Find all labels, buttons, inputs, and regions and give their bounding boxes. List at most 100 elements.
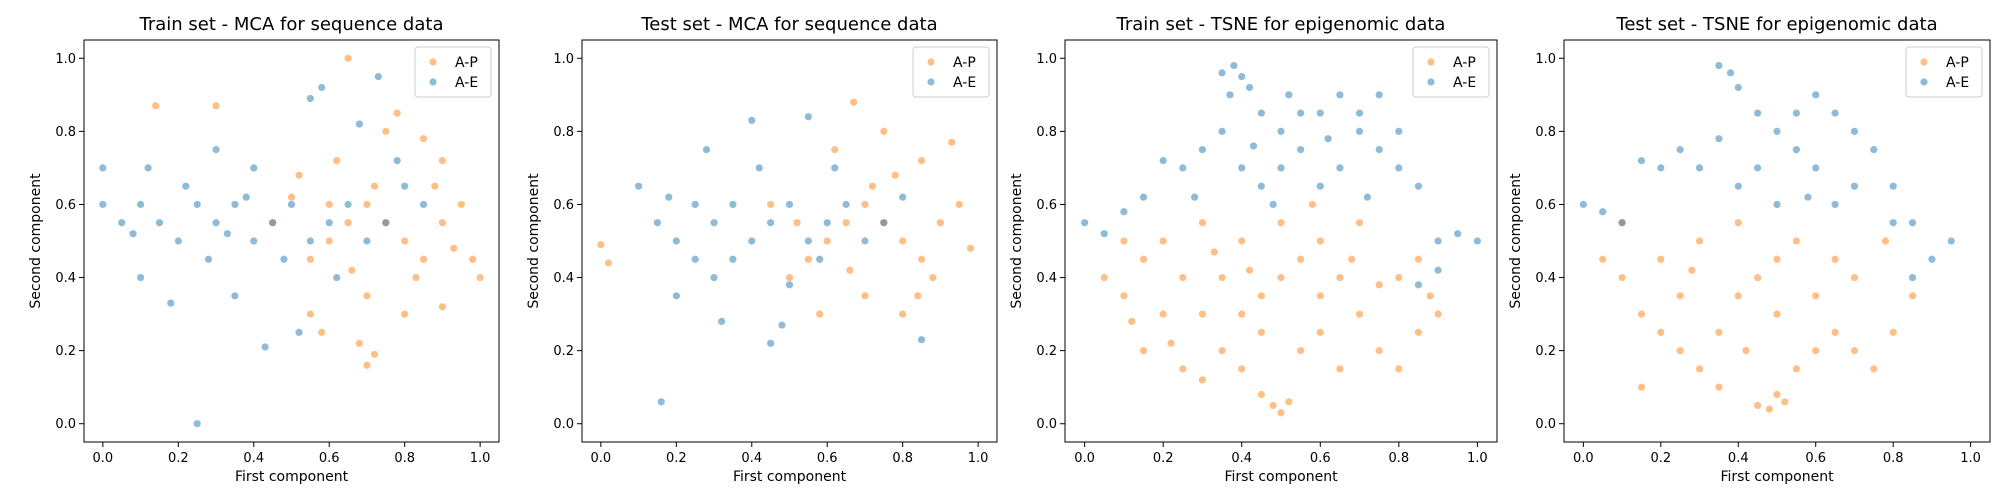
- data-point-a-p: [880, 127, 888, 135]
- data-point-a-e: [167, 299, 175, 307]
- data-point-a-e: [1395, 127, 1403, 135]
- data-point-a-e: [1414, 182, 1423, 190]
- data-point-a-p: [295, 171, 303, 179]
- data-point-a-e: [1850, 182, 1859, 190]
- data-point-a-e: [804, 237, 812, 245]
- data-point-a-e: [204, 255, 213, 263]
- data-point-a-e: [223, 230, 231, 238]
- data-point-a-p: [1238, 365, 1246, 373]
- points-layer: [1579, 61, 1955, 413]
- data-point-a-e: [99, 200, 107, 209]
- data-point-a-e: [1297, 146, 1305, 154]
- data-point-a-e: [295, 328, 303, 336]
- data-point-a-e: [1715, 135, 1723, 143]
- data-point-a-e: [144, 164, 152, 172]
- data-point-a-p: [1257, 328, 1265, 336]
- data-point-a-p: [325, 237, 333, 245]
- data-point-a-p: [1257, 292, 1265, 300]
- data-point-a-p: [1316, 292, 1324, 300]
- data-point-a-e: [1198, 146, 1207, 154]
- data-point-a-e: [634, 182, 643, 190]
- axes-frame: [1563, 39, 1991, 443]
- data-point-a-e: [665, 193, 673, 201]
- data-point-a-p: [1773, 255, 1781, 263]
- legend-marker-a-e: [1427, 78, 1435, 86]
- data-point-a-e: [212, 219, 220, 227]
- data-point-a-p: [823, 237, 831, 245]
- data-point-a-e: [1812, 91, 1820, 99]
- data-point-a-e: [393, 157, 401, 165]
- points-layer: [597, 98, 975, 406]
- data-point-a-e: [355, 120, 364, 128]
- data-point-a-e: [1804, 193, 1812, 201]
- chart-title: Test set - MCA for sequence data: [640, 14, 937, 35]
- y-tick-label: 1.0: [553, 52, 574, 67]
- y-tick-label: 0.2: [1036, 344, 1057, 359]
- data-point-a-p: [1395, 365, 1403, 373]
- data-point-a-p: [917, 157, 926, 165]
- data-point-a-e: [1773, 127, 1781, 135]
- data-point-a-p: [1198, 219, 1207, 227]
- data-point-a-p: [152, 102, 160, 110]
- data-point-a-p: [1657, 328, 1665, 336]
- data-point-a-p: [1198, 310, 1207, 318]
- x-tick-label: 0.0: [93, 451, 114, 466]
- data-point-a-p: [1792, 365, 1800, 373]
- x-tick-label: 0.8: [892, 451, 913, 466]
- data-point-a-e: [653, 219, 662, 227]
- data-point-a-e: [785, 200, 794, 209]
- data-point-a-e: [1831, 109, 1839, 117]
- data-point-a-p: [1336, 365, 1344, 373]
- data-point-a-e: [672, 292, 680, 300]
- data-point-a-e: [1695, 164, 1704, 172]
- data-point-a-p: [355, 339, 364, 347]
- data-point-a-e: [1792, 146, 1800, 154]
- data-point-a-p: [370, 182, 379, 190]
- data-point-a-e: [174, 237, 182, 245]
- points-layer: [99, 54, 484, 428]
- legend-marker-a-p: [927, 58, 935, 66]
- data-point-a-p: [1637, 310, 1646, 318]
- data-point-a-p: [1850, 273, 1859, 282]
- data-point-a-e: [1414, 281, 1423, 289]
- data-point-a-p: [1297, 347, 1305, 355]
- data-point-a-p: [831, 146, 839, 154]
- data-point-a-p: [1355, 310, 1364, 318]
- data-point-a-e: [1870, 146, 1878, 154]
- data-point-a-p: [401, 237, 409, 245]
- data-point-a-e: [1277, 164, 1285, 172]
- data-point-a-p: [1618, 273, 1626, 282]
- legend: A-P A-E: [912, 46, 990, 98]
- data-point-a-p: [1167, 339, 1175, 347]
- data-point-a-p: [966, 244, 975, 252]
- data-point-a-e: [899, 193, 907, 201]
- y-tick-label: 0.6: [553, 198, 574, 213]
- legend-label-a-p: A-P: [1946, 55, 1969, 71]
- data-point-a-e: [1230, 61, 1238, 70]
- data-point-a-e: [1218, 69, 1226, 77]
- legend-label-a-e: A-E: [455, 75, 478, 91]
- data-point-a-e: [1285, 91, 1293, 99]
- data-point-a-p: [1688, 266, 1696, 274]
- data-point-a-p: [325, 200, 333, 209]
- data-point-a-e: [1269, 200, 1277, 209]
- data-point-a-e: [1454, 230, 1462, 238]
- data-point-a-e: [729, 255, 737, 263]
- data-point-a-e: [767, 339, 775, 347]
- data-point-a-p: [1434, 310, 1442, 318]
- data-point-a-e: [880, 219, 888, 227]
- data-point-a-e: [1618, 219, 1626, 227]
- data-point-a-p: [401, 310, 409, 318]
- data-point-a-e: [1773, 200, 1781, 209]
- data-point-a-e: [118, 219, 126, 227]
- y-axis-label: Second component: [1009, 173, 1025, 309]
- data-point-a-e: [374, 72, 382, 81]
- data-point-a-e: [755, 164, 763, 172]
- data-point-a-p: [936, 219, 945, 227]
- legend-box: [1905, 46, 1983, 98]
- data-point-a-e: [129, 230, 137, 238]
- data-point-a-e: [1277, 127, 1285, 135]
- data-point-a-e: [333, 273, 341, 282]
